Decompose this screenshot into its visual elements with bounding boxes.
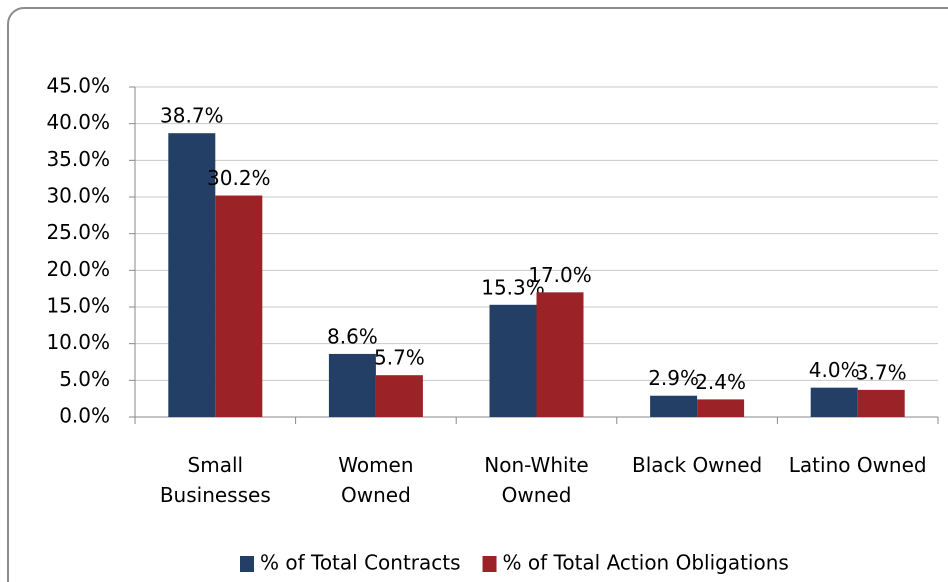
- data-label: 38.7%: [160, 104, 224, 128]
- y-tick-label: 25.0%: [46, 220, 110, 244]
- bar: [857, 389, 905, 417]
- y-tick-label: 0.0%: [59, 404, 110, 428]
- y-tick-label: 40.0%: [46, 110, 110, 134]
- data-label: 2.4%: [695, 370, 746, 394]
- data-label: 8.6%: [327, 324, 378, 348]
- legend-swatch: [482, 556, 497, 572]
- data-label: 15.3%: [481, 275, 545, 299]
- x-tick-label: Small Businesses: [159, 453, 271, 507]
- bar: [697, 399, 745, 417]
- x-tick-label: Women Owned: [338, 453, 414, 507]
- y-tick-label: 45.0%: [46, 74, 110, 98]
- bar: [168, 133, 216, 417]
- y-tick-label: 15.0%: [46, 294, 110, 318]
- data-label: 5.7%: [374, 346, 425, 370]
- bar: [536, 292, 584, 417]
- y-tick-label: 35.0%: [46, 147, 110, 171]
- data-label: 4.0%: [809, 358, 860, 382]
- legend-label: % of Total Action Obligations: [503, 551, 789, 575]
- legend-swatch: [240, 556, 254, 572]
- data-label: 17.0%: [528, 263, 592, 287]
- bar: [328, 353, 376, 417]
- y-tick-label: 10.0%: [46, 330, 110, 354]
- legend-label: % of Total Contracts: [260, 551, 461, 575]
- bar: [489, 304, 537, 417]
- y-tick-label: 30.0%: [46, 184, 110, 208]
- y-tick-label: 20.0%: [46, 257, 110, 281]
- data-label: 30.2%: [207, 166, 271, 190]
- bar: [375, 375, 423, 417]
- x-tick-label: Non-White Owned: [484, 453, 589, 507]
- chart-border: [7, 7, 948, 582]
- bar: [810, 387, 858, 417]
- bar: [650, 395, 698, 417]
- x-tick-label: Latino Owned: [788, 453, 927, 477]
- bar: [215, 195, 263, 417]
- y-tick-label: 5.0%: [59, 367, 110, 391]
- x-tick-label: Black Owned: [631, 453, 763, 477]
- data-label: 3.7%: [856, 360, 907, 384]
- data-label: 2.9%: [648, 366, 699, 390]
